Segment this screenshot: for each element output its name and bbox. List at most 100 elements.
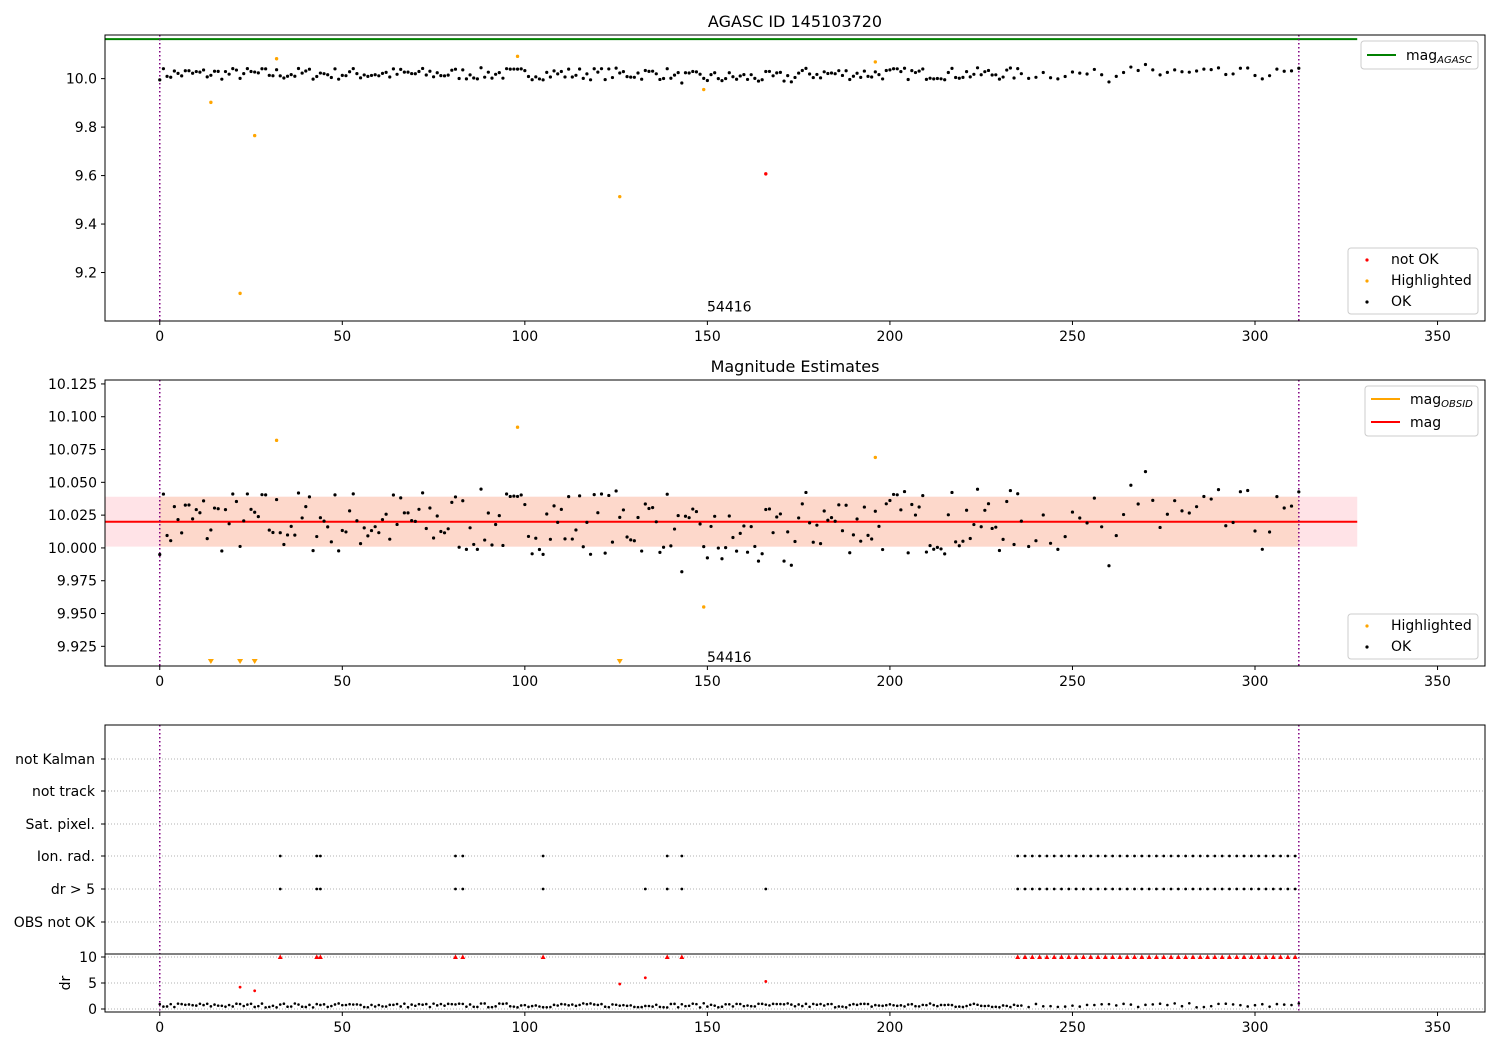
dr-point [1041, 1004, 1045, 1008]
ok-point [862, 505, 866, 509]
ok-point [534, 536, 538, 540]
ok-point [388, 75, 392, 79]
ok-point [614, 489, 618, 493]
dr-gt5-flag [1082, 887, 1085, 891]
dr-gt5-flag [665, 887, 669, 891]
dr-point [162, 1005, 165, 1008]
ok-point [548, 75, 552, 79]
ok-point [592, 67, 596, 71]
ok-point [1056, 547, 1060, 551]
dr-point [1261, 1002, 1264, 1006]
ok-point [1107, 80, 1111, 84]
ok-point [497, 513, 501, 518]
ok-point [1246, 488, 1250, 493]
ok-point [209, 73, 213, 77]
dr-point [1009, 1005, 1012, 1009]
ok-point [351, 492, 355, 496]
ok-point [990, 73, 994, 77]
dr-gt5-flag [1206, 887, 1209, 891]
dr-point [702, 1002, 706, 1005]
ok-point [957, 76, 961, 80]
dr-point [618, 1004, 622, 1007]
ok-point [307, 67, 312, 71]
dr-point [804, 1002, 808, 1006]
dr-point [578, 1003, 581, 1007]
out-of-range-marker [237, 659, 244, 664]
ok-point [176, 71, 180, 75]
ok-point [223, 508, 228, 512]
dr-clipped-marker [1256, 954, 1262, 959]
dr-gt5-flag [1111, 887, 1115, 891]
ion-rad-flag [665, 854, 669, 858]
ok-point [278, 531, 282, 535]
x-tick-label: 200 [877, 1020, 904, 1036]
ok-point [588, 78, 593, 82]
panel1-legend-mag-agasc: magAGASC [1360, 40, 1479, 70]
dr-point [826, 1002, 830, 1006]
legend-ok: OK [1391, 294, 1412, 310]
ok-point [1187, 511, 1191, 515]
ok-point [826, 518, 830, 522]
ok-point [1070, 510, 1075, 514]
ok-point [778, 70, 782, 74]
ok-point [348, 70, 352, 74]
ion-rad-flag [1169, 854, 1173, 858]
dr-point [519, 1004, 523, 1007]
x-tick-label: 0 [155, 329, 164, 345]
ok-point [1034, 75, 1038, 79]
dr-point [494, 1005, 497, 1008]
dr-point [508, 1004, 512, 1008]
ok-point [1238, 490, 1242, 494]
dr-clipped-marker [1168, 954, 1174, 959]
ok-point [293, 533, 297, 537]
dr-point [998, 1005, 1001, 1009]
ok-point [775, 71, 779, 75]
dr-point [727, 1003, 731, 1006]
out-of-range-marker [207, 659, 214, 664]
ok-point [672, 527, 677, 531]
ok-point [161, 67, 166, 71]
dr-point [622, 1003, 625, 1007]
ok-point [1034, 539, 1038, 543]
ok-point [234, 499, 239, 504]
ok-point [665, 492, 669, 496]
ok-point [964, 508, 969, 512]
ok-point [1056, 77, 1060, 81]
dr-point [541, 1005, 545, 1009]
ok-point [293, 74, 297, 78]
highlighted-point [515, 54, 520, 59]
ok-point [256, 71, 260, 75]
dr-point [771, 1002, 775, 1006]
y-tick-label: 10.125 [48, 377, 97, 393]
ok-point [986, 68, 991, 73]
dr-point [695, 1002, 698, 1006]
y-tick-label: 9.925 [57, 639, 97, 655]
ok-point [1085, 521, 1089, 525]
dr-point [855, 1003, 859, 1007]
ok-point [680, 81, 684, 85]
ion-rad-flag [278, 854, 282, 858]
ok-point [431, 75, 436, 79]
ok-point [1114, 74, 1118, 78]
ok-point [1016, 492, 1020, 496]
ok-point [537, 77, 542, 81]
dr-point [698, 1006, 702, 1009]
ok-point [691, 507, 695, 511]
ok-point [1092, 496, 1096, 500]
dr-gt5-flag [1023, 887, 1027, 891]
dr-point [782, 1002, 786, 1006]
dr-clipped-marker [277, 954, 283, 959]
dr-point [640, 1005, 643, 1009]
dr-point [293, 1002, 297, 1005]
dr-gt5-flag [1155, 887, 1158, 891]
ok-point [731, 535, 735, 540]
ok-point [530, 78, 534, 82]
ion-rad-flag [1133, 854, 1136, 858]
dr-point [169, 1002, 173, 1006]
ok-point [406, 70, 410, 74]
ok-point [373, 73, 377, 77]
ok-point [428, 506, 432, 510]
ok-point [198, 70, 202, 74]
panel-flags: not Kalman not track Sat. pixel. Ion. rad. d… [14, 724, 1486, 1036]
y-tick-label: 5 [88, 976, 97, 992]
